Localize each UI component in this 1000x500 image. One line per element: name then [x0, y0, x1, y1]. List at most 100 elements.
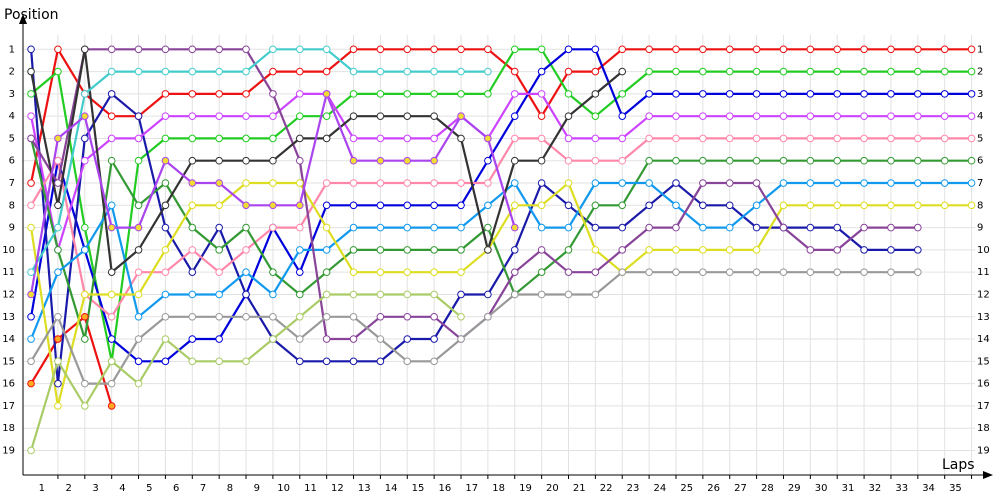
- point: [188, 156, 197, 165]
- point: [161, 112, 170, 120]
- y-tick-label: 10: [2, 245, 15, 256]
- point: [134, 246, 143, 254]
- point: [672, 201, 680, 210]
- point: [725, 268, 734, 276]
- point: [887, 90, 895, 98]
- point: [107, 223, 116, 232]
- point: [430, 312, 438, 321]
- point: [457, 201, 465, 210]
- point: [242, 268, 250, 276]
- point: [618, 223, 627, 232]
- point: [322, 335, 331, 343]
- point: [860, 45, 868, 54]
- point: [215, 156, 223, 165]
- point: [752, 156, 761, 165]
- point: [537, 290, 546, 299]
- point: [134, 201, 143, 210]
- point: [215, 112, 223, 120]
- point: [430, 357, 438, 366]
- point: [591, 223, 600, 232]
- point: [188, 45, 197, 54]
- point: [322, 268, 331, 276]
- point: [914, 223, 922, 232]
- point: [107, 90, 116, 98]
- point: [484, 67, 492, 76]
- point: [591, 268, 600, 276]
- point: [967, 112, 976, 120]
- point: [54, 223, 62, 232]
- point: [645, 179, 653, 187]
- point: [940, 45, 949, 54]
- point: [107, 201, 116, 210]
- point: [107, 402, 116, 410]
- point: [564, 290, 573, 299]
- point: [403, 179, 412, 187]
- y-tick-label: 12: [2, 289, 15, 300]
- x-tick-label: 28: [761, 483, 774, 494]
- y-tick-label: 19: [2, 445, 15, 456]
- point: [860, 90, 868, 98]
- point: [699, 268, 707, 276]
- point: [645, 268, 653, 276]
- point: [403, 112, 412, 120]
- point: [564, 67, 573, 76]
- point: [457, 90, 465, 98]
- point: [161, 357, 170, 366]
- point: [725, 90, 734, 98]
- point: [242, 246, 250, 254]
- point: [215, 201, 223, 210]
- point: [27, 223, 35, 232]
- point: [591, 201, 600, 210]
- point: [376, 268, 385, 276]
- point: [430, 290, 438, 299]
- point: [860, 201, 868, 210]
- point: [537, 268, 546, 276]
- point: [295, 268, 304, 276]
- point: [349, 134, 358, 143]
- point: [484, 246, 492, 254]
- point: [242, 290, 250, 299]
- point: [242, 45, 250, 54]
- point: [510, 134, 519, 143]
- x-tick-label: 34: [922, 483, 935, 494]
- y-tick-label-right: 10: [977, 245, 990, 256]
- point: [134, 223, 143, 232]
- point: [537, 90, 546, 98]
- point: [81, 223, 89, 232]
- point: [457, 290, 465, 299]
- point: [914, 67, 922, 76]
- x-tick-label: 4: [119, 483, 125, 494]
- point: [806, 67, 815, 76]
- point: [295, 290, 304, 299]
- x-tick-label: 21: [573, 483, 586, 494]
- point: [161, 290, 170, 299]
- point: [54, 268, 62, 276]
- x-tick-label: 8: [227, 483, 233, 494]
- point: [537, 112, 546, 120]
- point: [376, 90, 385, 98]
- point: [699, 112, 707, 120]
- series-line: [30, 138, 972, 340]
- series-line: [30, 92, 972, 251]
- point: [349, 335, 358, 343]
- point: [484, 201, 492, 210]
- point: [27, 134, 35, 143]
- point: [215, 312, 223, 321]
- plot: [27, 45, 976, 455]
- point: [457, 335, 465, 343]
- point: [510, 67, 519, 76]
- point: [134, 45, 143, 54]
- point: [403, 335, 412, 343]
- point: [752, 67, 761, 76]
- point: [779, 45, 788, 54]
- point: [940, 90, 949, 98]
- x-tick-label: 6: [173, 483, 179, 494]
- point: [376, 45, 385, 54]
- point: [27, 290, 35, 299]
- point: [27, 112, 35, 120]
- point: [430, 112, 438, 120]
- point: [591, 156, 600, 165]
- x-tick-label: 11: [304, 483, 317, 494]
- point: [161, 201, 170, 210]
- point: [376, 134, 385, 143]
